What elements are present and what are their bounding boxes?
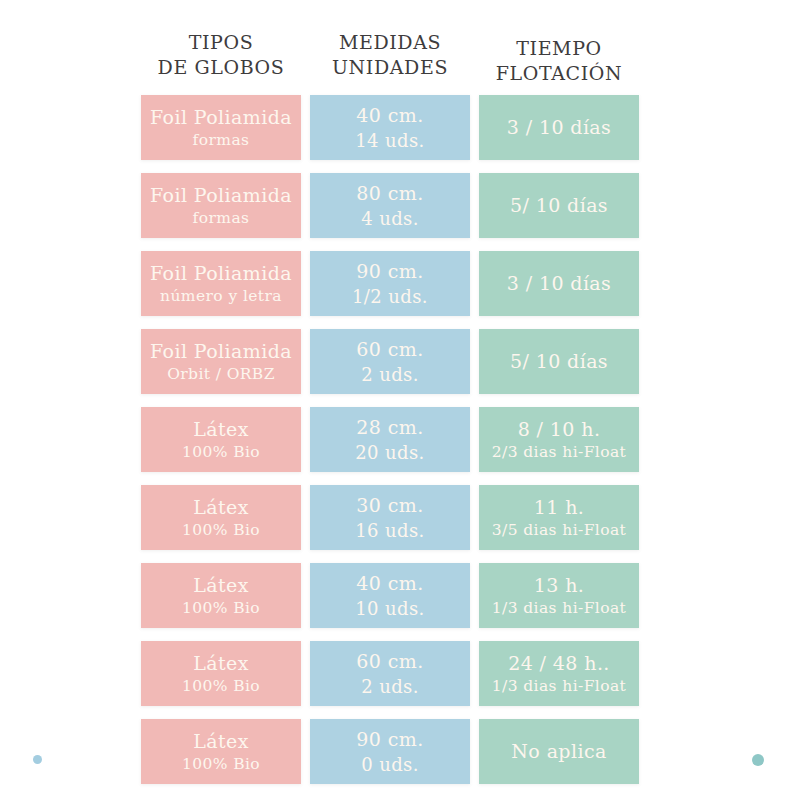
cell-text-line1: 3 / 10 días	[507, 271, 612, 297]
cell-float-time: 13 h.1/3 dias hi-Float	[479, 563, 639, 628]
column-header-tiempo-flotacion: TIEMPO FLOTACIÓN	[479, 36, 639, 86]
cell-balloon-type: Látex100% Bio	[141, 563, 301, 628]
cell-balloon-type: Látex100% Bio	[141, 407, 301, 472]
cell-text-line1: Látex	[193, 495, 249, 521]
cell-text-line1: 28 cm.	[356, 415, 423, 441]
cell-text-line1: 60 cm.	[356, 337, 423, 363]
cell-balloon-type: Foil Poliamidanúmero y letra	[141, 251, 301, 316]
header-line: UNIDADES	[310, 55, 470, 80]
cell-text-line1: 60 cm.	[356, 649, 423, 675]
cell-float-time: 3 / 10 días	[479, 251, 639, 316]
cell-text-line1: 11 h.	[534, 495, 585, 521]
cell-text-line2: 10 uds.	[355, 597, 425, 620]
cell-balloon-type: Látex100% Bio	[141, 485, 301, 550]
cell-text-line1: 5/ 10 días	[510, 349, 608, 375]
cell-text-line2: formas	[193, 130, 250, 150]
header-line: FLOTACIÓN	[479, 61, 639, 86]
cell-text-line2: 20 uds.	[355, 441, 425, 464]
cell-text-line2: 2 uds.	[361, 675, 419, 698]
cell-balloon-type: Foil Poliamidaformas	[141, 95, 301, 160]
cell-text-line2: número y letra	[160, 286, 282, 306]
cell-text-line2: 4 uds.	[361, 207, 419, 230]
cell-text-line1: 3 / 10 días	[507, 115, 612, 141]
cell-text-line1: 30 cm.	[356, 493, 423, 519]
cell-text-line2: 100% Bio	[182, 676, 260, 696]
cell-float-time: 8 / 10 h.2/3 dias hi-Float	[479, 407, 639, 472]
cell-float-time: 11 h.3/5 dias hi-Float	[479, 485, 639, 550]
cell-size-units: 80 cm.4 uds.	[310, 173, 470, 238]
cell-text-line1: 5/ 10 días	[510, 193, 608, 219]
cell-size-units: 30 cm.16 uds.	[310, 485, 470, 550]
cell-text-line1: Látex	[193, 417, 249, 443]
decorative-dot-blue	[33, 755, 42, 764]
table-grid: Foil Poliamidaformas40 cm.14 uds.3 / 10 …	[141, 95, 639, 784]
cell-text-line1: Foil Poliamida	[150, 183, 292, 209]
cell-text-line1: Látex	[193, 573, 249, 599]
column-header-tipos-de-globos: TIPOS DE GLOBOS	[141, 30, 301, 86]
cell-balloon-type: Látex100% Bio	[141, 719, 301, 784]
cell-text-line2: 14 uds.	[355, 129, 425, 152]
cell-size-units: 40 cm.14 uds.	[310, 95, 470, 160]
cell-size-units: 60 cm.2 uds.	[310, 329, 470, 394]
cell-text-line1: 80 cm.	[356, 181, 423, 207]
cell-text-line1: Látex	[193, 729, 249, 755]
cell-text-line2: 0 uds.	[361, 753, 419, 776]
cell-text-line2: 1/2 uds.	[352, 285, 428, 308]
cell-size-units: 90 cm.0 uds.	[310, 719, 470, 784]
cell-text-line2: 100% Bio	[182, 754, 260, 774]
cell-size-units: 60 cm.2 uds.	[310, 641, 470, 706]
cell-text-line1: 90 cm.	[356, 259, 423, 285]
column-headers: TIPOS DE GLOBOS MEDIDAS UNIDADES TIEMPO …	[141, 30, 639, 86]
cell-text-line2: 100% Bio	[182, 520, 260, 540]
cell-text-line1: No aplica	[511, 739, 606, 765]
cell-balloon-type: Foil Poliamidaformas	[141, 173, 301, 238]
cell-text-line2: 1/3 dias hi-Float	[492, 598, 626, 618]
cell-text-line2: 1/3 dias hi-Float	[492, 676, 626, 696]
cell-text-line2: formas	[193, 208, 250, 228]
header-line: TIEMPO	[479, 36, 639, 61]
column-header-medidas-unidades: MEDIDAS UNIDADES	[310, 30, 470, 86]
cell-balloon-type: Látex100% Bio	[141, 641, 301, 706]
cell-text-line1: Látex	[193, 651, 249, 677]
cell-size-units: 90 cm.1/2 uds.	[310, 251, 470, 316]
cell-text-line2: 100% Bio	[182, 442, 260, 462]
cell-text-line1: 8 / 10 h.	[518, 417, 601, 443]
cell-text-line1: Foil Poliamida	[150, 261, 292, 287]
cell-text-line2: Orbit / ORBZ	[167, 364, 275, 384]
cell-text-line1: 24 / 48 h..	[508, 651, 610, 677]
cell-float-time: 24 / 48 h..1/3 dias hi-Float	[479, 641, 639, 706]
cell-text-line2: 2/3 dias hi-Float	[492, 442, 626, 462]
header-line: MEDIDAS	[310, 30, 470, 55]
header-line: DE GLOBOS	[141, 55, 301, 80]
cell-float-time: No aplica	[479, 719, 639, 784]
cell-float-time: 5/ 10 días	[479, 173, 639, 238]
header-line: TIPOS	[141, 30, 301, 55]
cell-text-line1: 90 cm.	[356, 727, 423, 753]
cell-float-time: 5/ 10 días	[479, 329, 639, 394]
cell-text-line2: 3/5 dias hi-Float	[492, 520, 626, 540]
cell-text-line1: Foil Poliamida	[150, 105, 292, 131]
cell-text-line2: 100% Bio	[182, 598, 260, 618]
cell-text-line1: 13 h.	[534, 573, 585, 599]
cell-size-units: 40 cm.10 uds.	[310, 563, 470, 628]
cell-float-time: 3 / 10 días	[479, 95, 639, 160]
balloon-float-table: TIPOS DE GLOBOS MEDIDAS UNIDADES TIEMPO …	[0, 0, 800, 800]
cell-text-line2: 2 uds.	[361, 363, 419, 386]
cell-text-line1: 40 cm.	[356, 103, 423, 129]
cell-balloon-type: Foil PoliamidaOrbit / ORBZ	[141, 329, 301, 394]
cell-text-line1: 40 cm.	[356, 571, 423, 597]
cell-text-line1: Foil Poliamida	[150, 339, 292, 365]
decorative-dot-teal	[752, 754, 764, 766]
cell-text-line2: 16 uds.	[355, 519, 425, 542]
cell-size-units: 28 cm.20 uds.	[310, 407, 470, 472]
